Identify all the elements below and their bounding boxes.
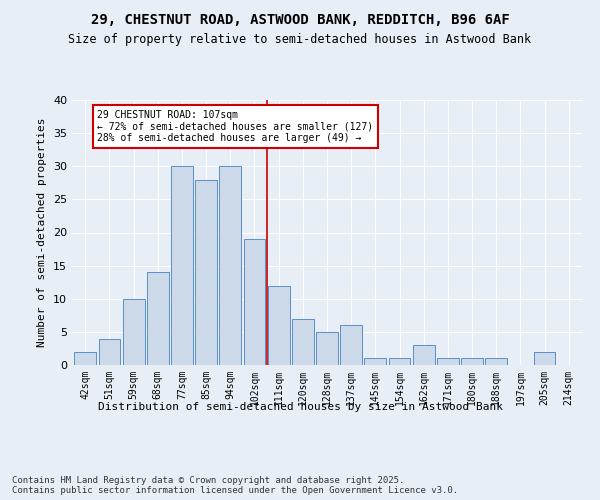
Bar	[364, 358, 386, 365]
Bar	[485, 358, 507, 365]
Bar	[147, 272, 169, 365]
Bar	[389, 358, 410, 365]
Bar	[413, 345, 434, 365]
Bar	[268, 286, 290, 365]
Bar	[220, 166, 241, 365]
Bar	[292, 318, 314, 365]
Text: Distribution of semi-detached houses by size in Astwood Bank: Distribution of semi-detached houses by …	[97, 402, 503, 412]
Bar	[437, 358, 459, 365]
Y-axis label: Number of semi-detached properties: Number of semi-detached properties	[37, 118, 47, 347]
Bar	[171, 166, 193, 365]
Bar	[195, 180, 217, 365]
Bar	[316, 332, 338, 365]
Bar	[461, 358, 483, 365]
Bar	[533, 352, 556, 365]
Text: 29 CHESTNUT ROAD: 107sqm
← 72% of semi-detached houses are smaller (127)
28% of : 29 CHESTNUT ROAD: 107sqm ← 72% of semi-d…	[97, 110, 374, 143]
Text: 29, CHESTNUT ROAD, ASTWOOD BANK, REDDITCH, B96 6AF: 29, CHESTNUT ROAD, ASTWOOD BANK, REDDITC…	[91, 12, 509, 26]
Bar	[244, 239, 265, 365]
Bar	[74, 352, 96, 365]
Text: Size of property relative to semi-detached houses in Astwood Bank: Size of property relative to semi-detach…	[68, 32, 532, 46]
Bar	[98, 338, 121, 365]
Bar	[340, 325, 362, 365]
Bar	[123, 298, 145, 365]
Text: Contains HM Land Registry data © Crown copyright and database right 2025.
Contai: Contains HM Land Registry data © Crown c…	[12, 476, 458, 495]
